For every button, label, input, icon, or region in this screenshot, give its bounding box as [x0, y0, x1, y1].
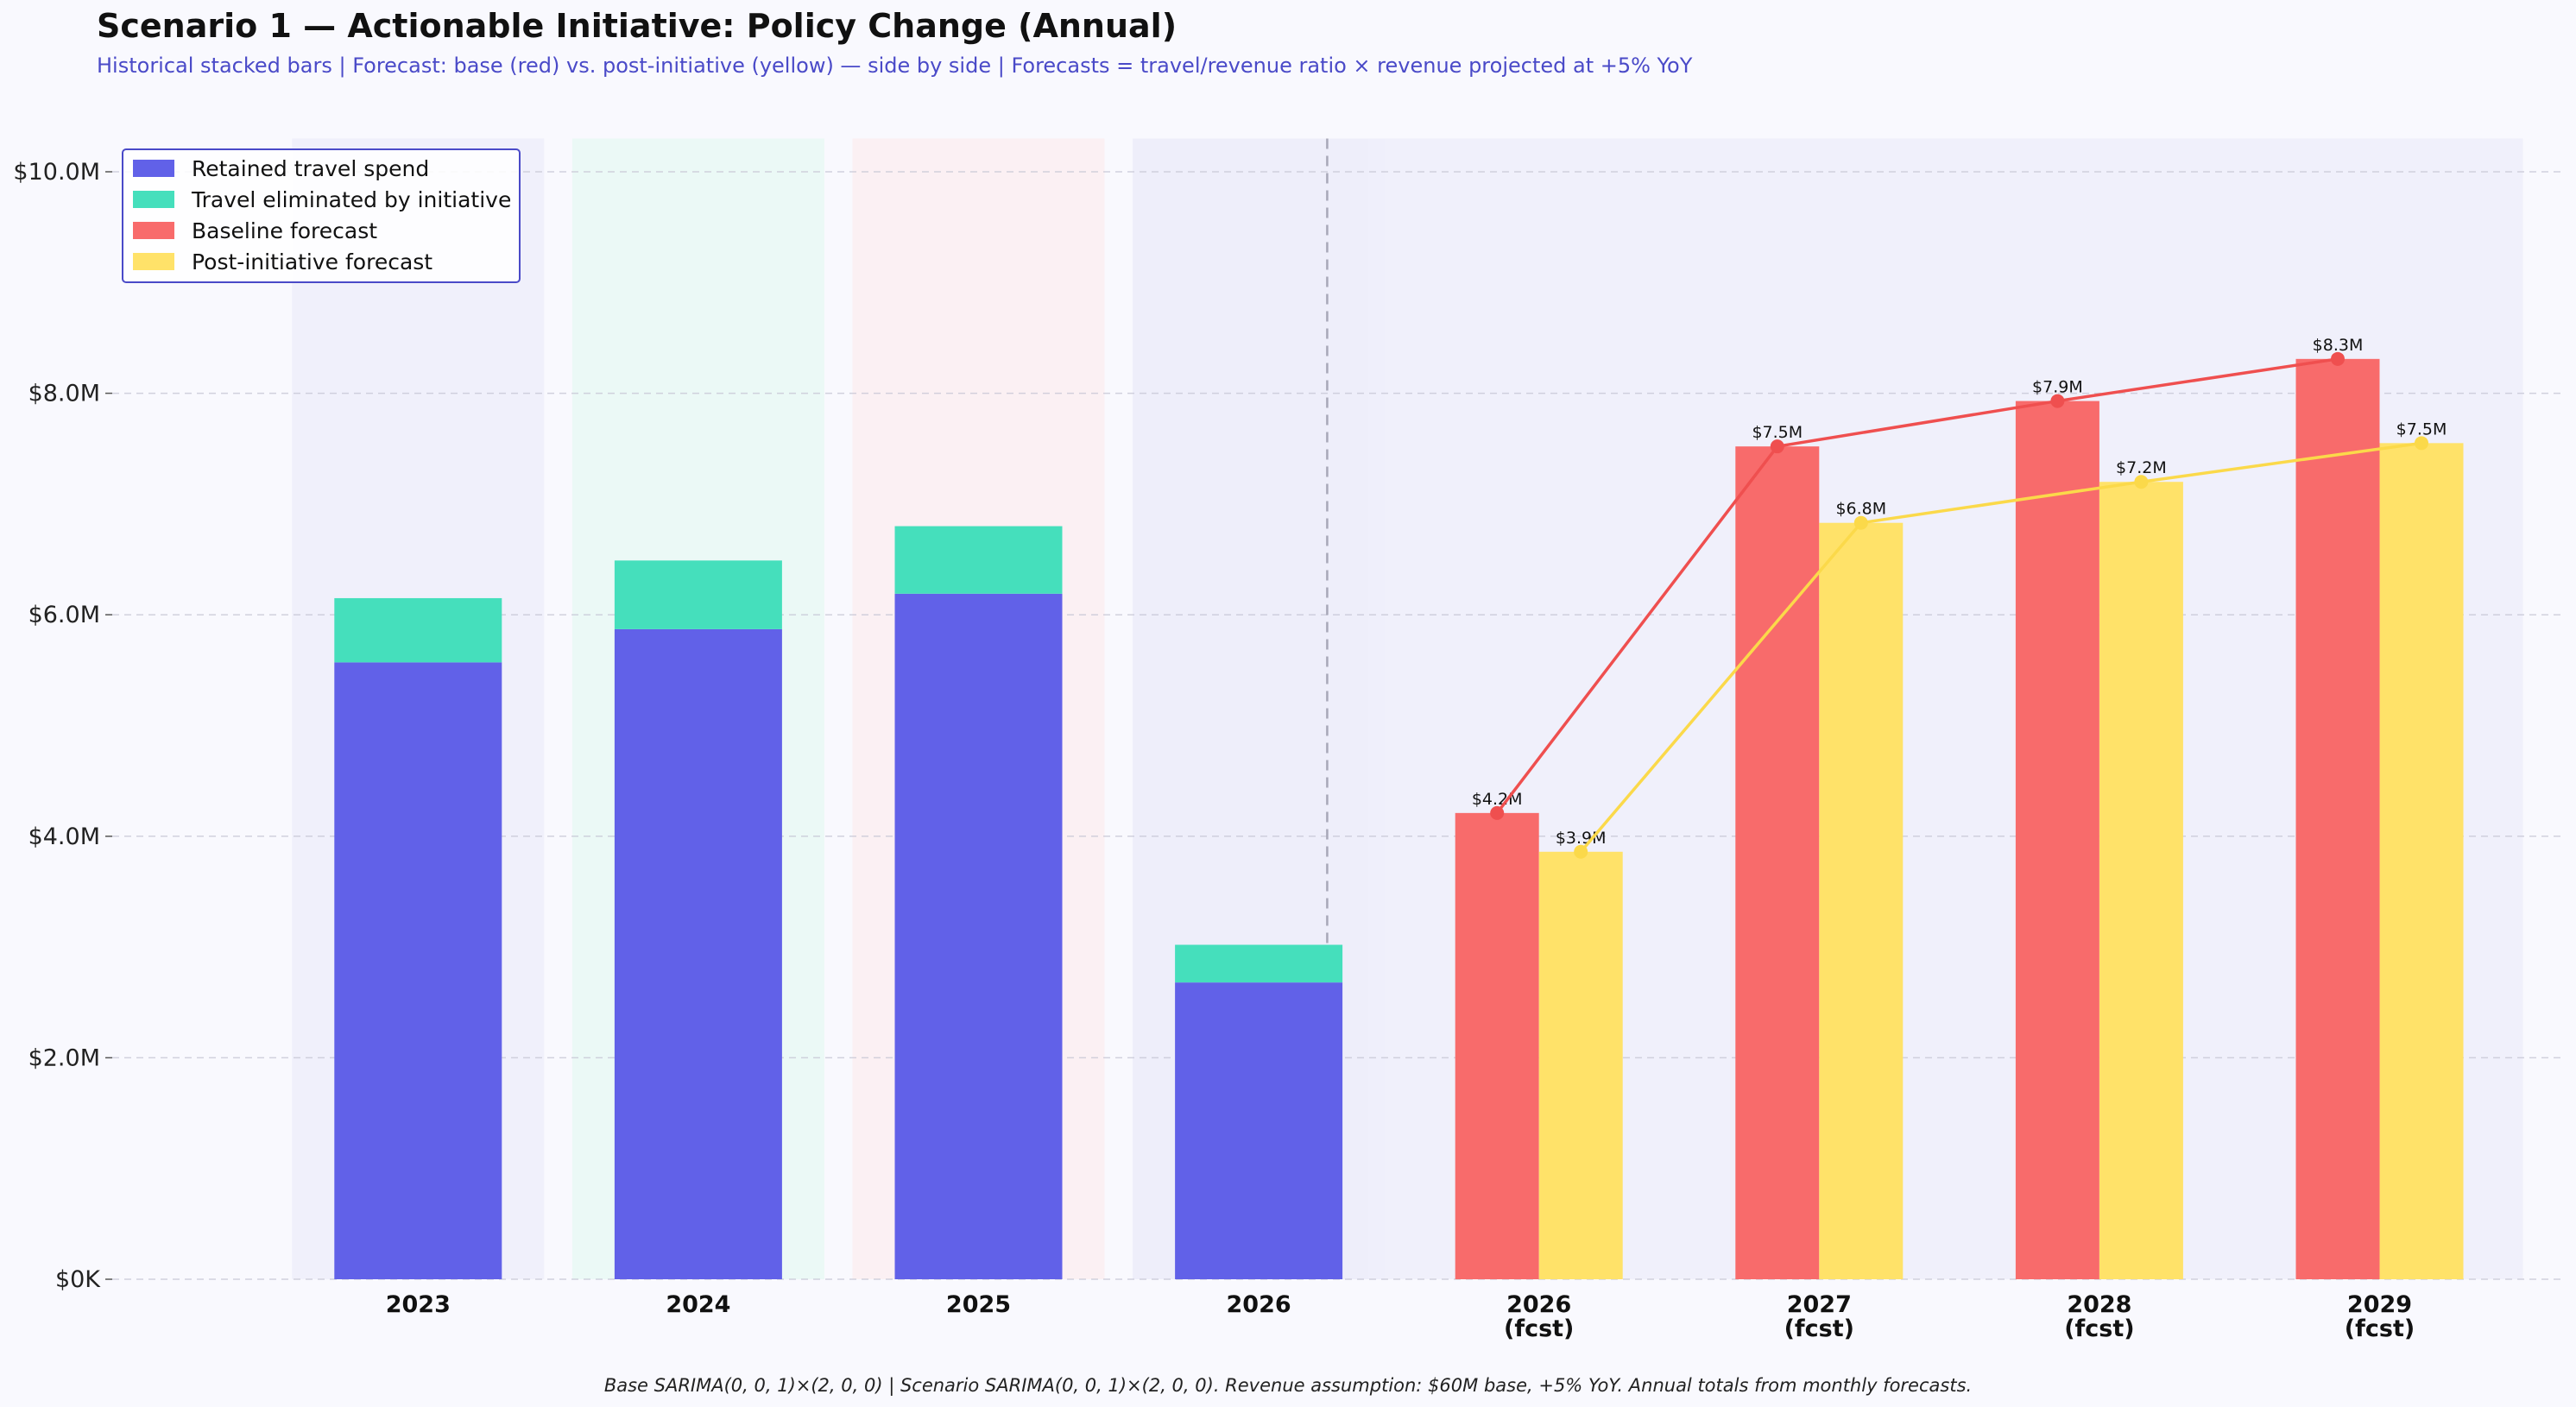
x-tick-label: 2024 — [666, 1291, 730, 1318]
bar-post-2029 — [2379, 443, 2464, 1279]
y-tick-label: $4.0M — [28, 823, 100, 850]
bar-retained-2026 — [1175, 982, 1343, 1279]
post-trend-line — [1579, 441, 2422, 853]
legend-swatch — [133, 160, 174, 177]
bar-post-2026 — [1538, 851, 1623, 1279]
data-label-baseline: $7.9M — [2032, 378, 2083, 397]
bar-post-2028 — [2099, 482, 2183, 1279]
bar-eliminated-2024 — [614, 560, 782, 629]
baseline-marker — [1770, 439, 1784, 454]
bar-retained-2023 — [334, 662, 502, 1279]
x-tick-sublabel: (fcst) — [2345, 1316, 2415, 1342]
legend-swatch — [133, 222, 174, 239]
data-label-post: $7.2M — [2116, 458, 2167, 477]
post-marker — [2134, 475, 2149, 489]
legend-box — [122, 148, 521, 283]
plot-area: $0K $2.0M $4.0M $6.0M $8.0M $10.0M 2023 2024 202… — [13, 138, 2564, 1342]
x-tick-label: 2029 — [2347, 1291, 2412, 1318]
x-tick-label: 2023 — [386, 1291, 451, 1318]
y-tick-label: $8.0M — [28, 381, 100, 407]
baseline-marker — [1490, 805, 1505, 820]
baseline-marker — [2050, 394, 2065, 408]
bar-baseline-2029 — [2295, 358, 2380, 1279]
data-label-post: $7.5M — [2396, 420, 2447, 439]
y-tick-label: $6.0M — [28, 602, 100, 628]
baseline-trend-line — [1495, 357, 2339, 814]
legend-label: Retained travel spend — [192, 156, 429, 181]
bar-eliminated-2026 — [1175, 944, 1343, 983]
legend-swatch — [133, 191, 174, 208]
legend-swatch — [133, 253, 174, 270]
bar-post-2027 — [1819, 522, 1904, 1279]
chart-title: Scenario 1 — Actionable Initiative: Poli… — [97, 7, 1177, 45]
legend-label: Baseline forecast — [192, 218, 377, 243]
data-label-baseline: $7.5M — [1752, 423, 1803, 442]
data-label-post: $6.8M — [1835, 500, 1886, 519]
x-tick-label: 2026 — [1506, 1291, 1571, 1318]
bar-retained-2025 — [894, 593, 1063, 1279]
x-tick-sublabel: (fcst) — [1504, 1316, 1574, 1342]
bar-retained-2024 — [614, 628, 782, 1279]
y-tick-label: $10.0M — [13, 159, 100, 186]
legend-label: Travel eliminated by initiative — [191, 187, 511, 212]
baseline-marker — [2331, 351, 2345, 366]
bar-baseline-2027 — [1735, 446, 1820, 1279]
x-tick-sublabel: (fcst) — [1784, 1316, 1854, 1342]
legend-label: Post-initiative forecast — [192, 249, 432, 274]
bar-baseline-2026 — [1455, 812, 1539, 1279]
x-tick-label: 2027 — [1787, 1291, 1852, 1318]
x-tick-label: 2025 — [946, 1291, 1011, 1318]
y-tick-label: $0K — [55, 1266, 101, 1293]
post-marker — [1853, 515, 1868, 530]
x-tick-label: 2028 — [2067, 1291, 2131, 1318]
y-tick-label: $2.0M — [28, 1044, 100, 1071]
x-tick-label: 2026 — [1227, 1291, 1291, 1318]
data-label-baseline: $4.2M — [1472, 790, 1523, 809]
data-label-post: $3.9M — [1556, 829, 1607, 848]
data-label-baseline: $8.3M — [2313, 336, 2364, 355]
bar-baseline-2028 — [2015, 401, 2099, 1279]
post-marker — [1574, 844, 1588, 859]
post-marker — [2415, 436, 2428, 451]
bar-eliminated-2025 — [894, 526, 1063, 594]
chart-footer: Base SARIMA(0, 0, 1)×(2, 0, 0) | Scenari… — [604, 1375, 1972, 1397]
bar-eliminated-2023 — [334, 597, 502, 663]
x-tick-sublabel: (fcst) — [2064, 1316, 2134, 1342]
chart-subtitle: Historical stacked bars | Forecast: base… — [97, 54, 1693, 78]
